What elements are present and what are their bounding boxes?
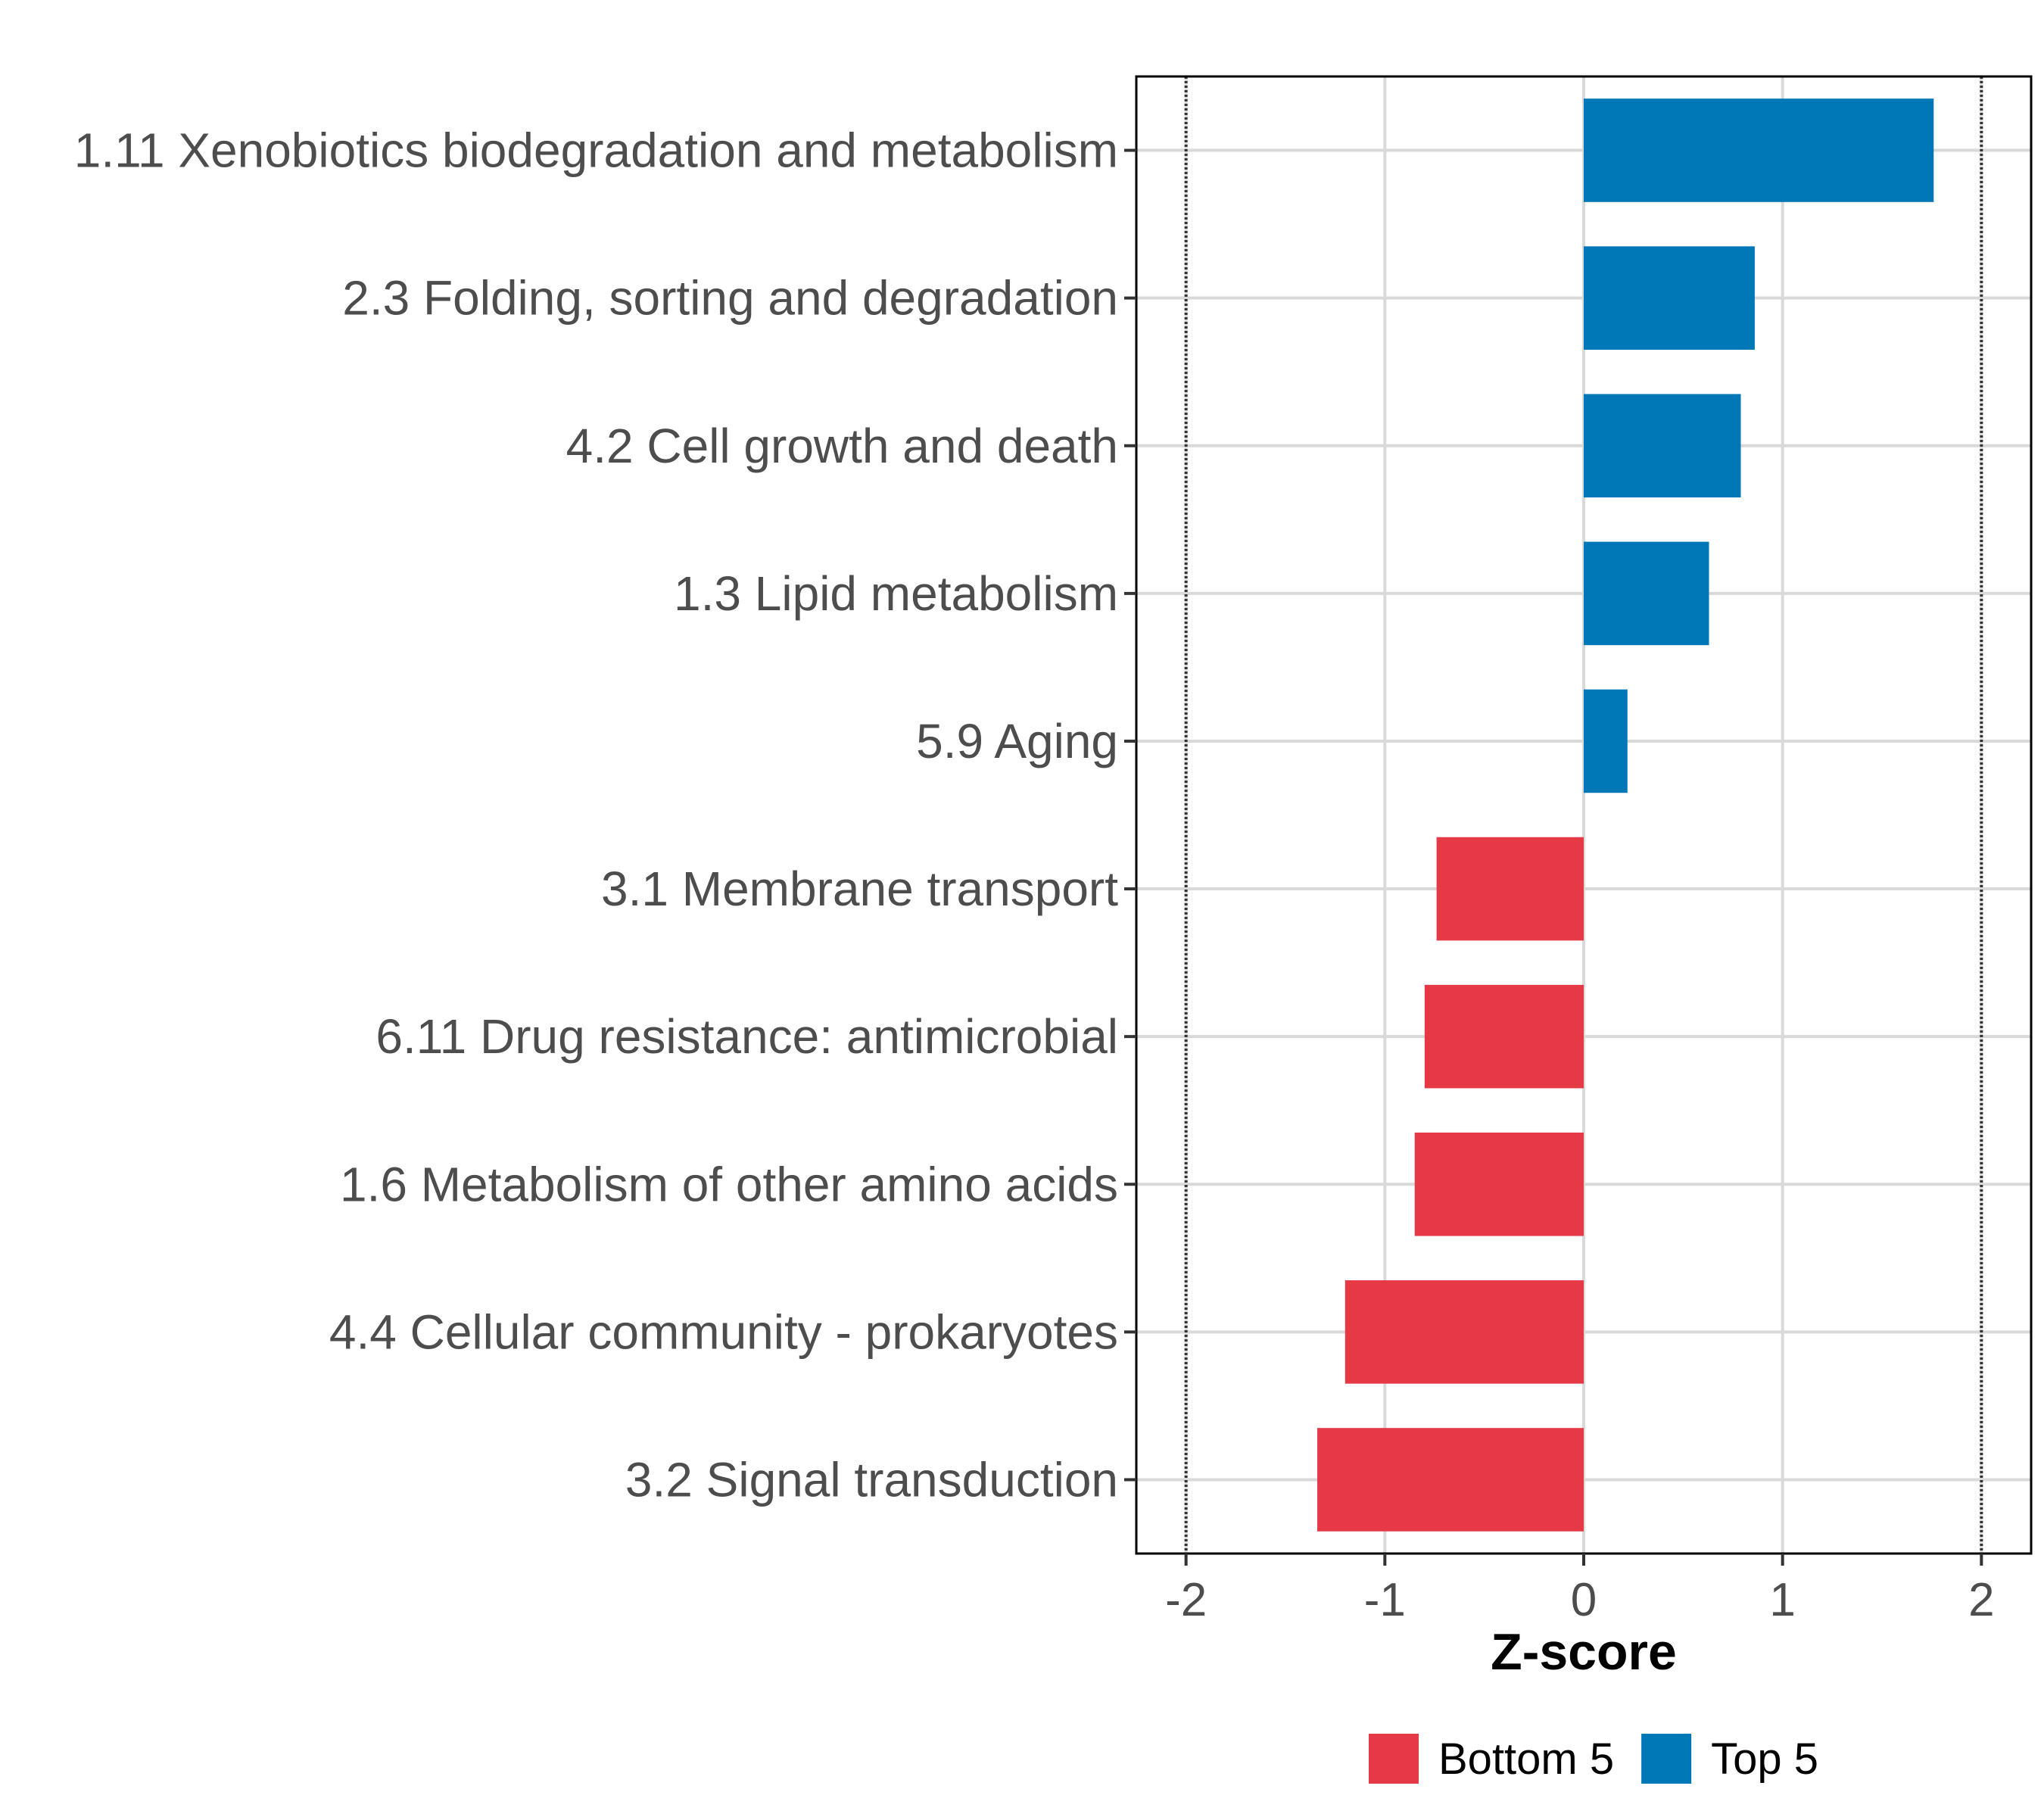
category-label: 3.2 Signal transduction bbox=[625, 1452, 1118, 1507]
category-label: 2.3 Folding, sorting and degradation bbox=[342, 271, 1118, 326]
x-axis-ticks bbox=[1184, 1554, 1983, 1566]
bar bbox=[1436, 837, 1584, 941]
bar bbox=[1584, 98, 1934, 202]
x-tick-label: -1 bbox=[1364, 1574, 1406, 1626]
y-axis-ticks bbox=[1124, 148, 1136, 1482]
category-label: 1.3 Lipid metabolism bbox=[674, 566, 1118, 621]
category-label: 1.11 Xenobiotics biodegradation and meta… bbox=[74, 123, 1118, 178]
legend-label: Bottom 5 bbox=[1438, 1734, 1614, 1784]
bar bbox=[1584, 394, 1741, 498]
bar bbox=[1584, 541, 1709, 646]
bar bbox=[1344, 1280, 1584, 1384]
x-tick-label: 2 bbox=[1968, 1574, 1994, 1626]
x-tick-labels: -2 -1 0 1 2 bbox=[1165, 1574, 1994, 1626]
category-label: 3.1 Membrane transport bbox=[601, 862, 1118, 916]
bar bbox=[1424, 984, 1584, 1089]
category-label: 4.2 Cell growth and death bbox=[566, 419, 1118, 473]
reference-lines bbox=[1184, 76, 1983, 1554]
legend-swatch bbox=[1641, 1734, 1692, 1784]
x-axis-title: Z-score bbox=[1491, 1623, 1677, 1681]
legend-label: Top 5 bbox=[1711, 1734, 1818, 1784]
category-label: 4.4 Cellular community - prokaryotes bbox=[329, 1304, 1118, 1359]
bar bbox=[1584, 246, 1755, 350]
category-label: 6.11 Drug resistance: antimicrobial bbox=[375, 1009, 1118, 1064]
x-tick-label: -2 bbox=[1165, 1574, 1207, 1626]
bar bbox=[1317, 1428, 1584, 1532]
category-label: 1.6 Metabolism of other amino acids bbox=[340, 1157, 1118, 1211]
x-tick-label: 0 bbox=[1571, 1574, 1597, 1626]
category-label: 5.9 Aging bbox=[916, 714, 1118, 768]
bar bbox=[1584, 689, 1628, 793]
legend: Bottom 5 Top 5 bbox=[1369, 1734, 1818, 1784]
x-tick-label: 1 bbox=[1769, 1574, 1795, 1626]
bars bbox=[1317, 98, 1934, 1532]
bar bbox=[1414, 1132, 1584, 1236]
legend-swatch bbox=[1369, 1734, 1419, 1784]
category-labels: 1.11 Xenobiotics biodegradation and meta… bbox=[74, 123, 1119, 1507]
